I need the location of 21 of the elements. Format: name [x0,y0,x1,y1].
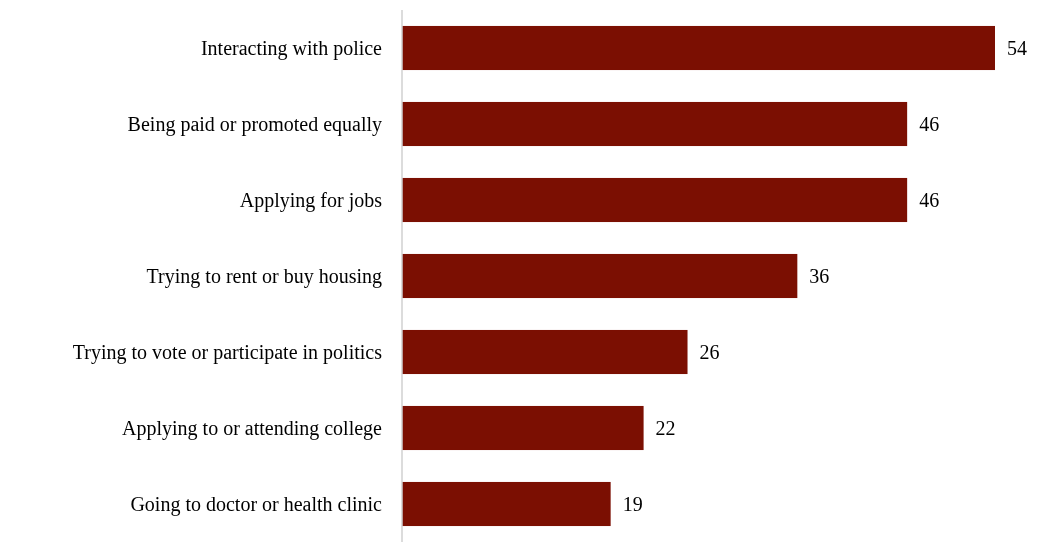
y-tick-label: Going to doctor or health clinic [130,493,383,516]
data-label: 19 [622,493,643,515]
y-tick-label: Interacting with police [200,37,383,60]
data-label: 46 [919,113,940,135]
data-label: 22 [655,417,676,439]
y-tick-label: Trying to rent or buy housing [146,265,382,288]
data-label: 36 [809,265,830,287]
bar [402,481,611,527]
bar [402,405,644,451]
data-label: 26 [699,341,720,363]
y-tick-label: Applying for jobs [239,189,383,212]
bar [402,177,908,223]
data-label: 46 [919,189,940,211]
bar [402,25,995,71]
y-tick-label: Trying to vote or participate in politics [72,341,383,364]
bar [402,329,688,375]
y-tick-label: Being paid or promoted equally [127,113,382,136]
y-tick-label: Applying to or attending college [122,417,383,440]
bar [402,253,798,299]
data-label: 54 [1007,37,1027,59]
bar [402,101,908,147]
